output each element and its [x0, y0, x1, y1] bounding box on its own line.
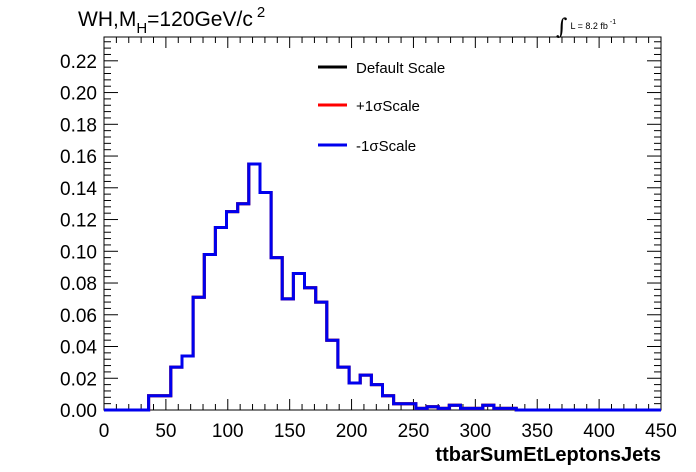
y-tick-label: 0.04 — [60, 338, 97, 359]
x-axis-label: ttbarSumEtLeptonsJets — [435, 444, 661, 466]
legend-label: -1σScale — [356, 138, 416, 155]
y-tick-label: 0.16 — [60, 147, 97, 168]
y-tick-label: 0.06 — [60, 306, 97, 327]
title-subscript: H — [136, 20, 148, 37]
x-tick-label: 0 — [99, 421, 110, 442]
x-tick-label: 400 — [583, 421, 615, 442]
y-tick-label: 0.20 — [60, 84, 97, 105]
legend-label: Default Scale — [356, 60, 445, 77]
y-tick-label: 0.22 — [60, 52, 97, 73]
integral-icon: ∫ — [556, 15, 568, 40]
series-line-1 — [104, 162, 661, 412]
title-mid: =120GeV/c — [147, 8, 253, 31]
x-tick-label: 300 — [459, 421, 491, 442]
legend-label: +1σScale — [356, 98, 420, 115]
series-layer — [104, 162, 661, 412]
x-tick-label: 450 — [645, 421, 677, 442]
legend: Default Scale +1σScale -1σScale — [318, 60, 445, 155]
y-tick-label: 0.08 — [60, 274, 97, 295]
y-axis: 0.00 0.02 0.04 0.06 0.08 0.10 0.12 0.14 0.16 0.18… — [60, 41, 661, 422]
x-tick-label: 100 — [212, 421, 244, 442]
y-tick-label: 0.18 — [60, 115, 97, 136]
title-prefix: WH,M — [78, 8, 137, 31]
lumi-text: L = 8.2 fb — [570, 21, 608, 31]
y-tick-label: 0.12 — [60, 211, 97, 232]
luminosity-label: ∫ L = 8.2 fb -1 — [556, 10, 617, 40]
x-tick-label: 150 — [274, 421, 306, 442]
plot-frame — [103, 36, 662, 411]
x-tick-label: 200 — [336, 421, 368, 442]
series-line-2 — [104, 162, 661, 412]
x-axis: 0 50 100 150 200 250 300 350 400 450 — [99, 37, 677, 442]
y-tick-label: 0.02 — [60, 369, 97, 390]
plot-title: WH,MH=120GeV/c 2 — [78, 4, 265, 37]
x-tick-label: 350 — [521, 421, 553, 442]
x-tick-label: 50 — [155, 421, 176, 442]
series-line-0 — [104, 162, 661, 412]
y-tick-label: 0.14 — [60, 179, 97, 200]
x-tick-label: 250 — [398, 421, 430, 442]
title-superscript: 2 — [256, 4, 266, 21]
y-tick-label: 0.10 — [60, 242, 97, 263]
lumi-superscript: -1 — [609, 19, 617, 26]
y-tick-label: 0.00 — [60, 401, 97, 422]
